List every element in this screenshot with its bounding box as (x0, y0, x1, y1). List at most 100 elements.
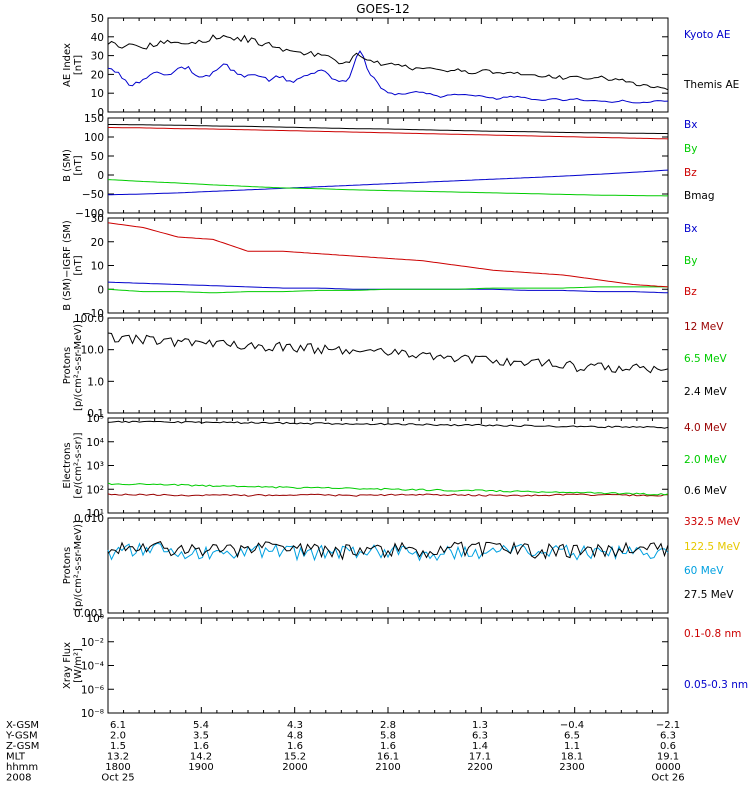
ephemeris-value: Oct 26 (651, 773, 684, 784)
panel-frame (107, 417, 669, 514)
y-tick-label: 1.0 (87, 376, 104, 388)
y-axis-label: B (SM)−IGRF (SM)[nT] (62, 220, 84, 311)
y-tick-label: 40 (91, 32, 104, 44)
series-line (107, 420, 669, 429)
legend-entry: 60 MeV (684, 565, 724, 577)
legend-entry: 2.0 MeV (684, 454, 728, 466)
legend-entry: Kyoto AE (684, 29, 730, 41)
legend-entry: 0.6 MeV (684, 485, 728, 497)
legend-entry: 122.5 MeV (684, 541, 741, 553)
series-line (107, 493, 669, 497)
ephemeris-value: 2.0 (110, 731, 126, 742)
y-tick-label: 10¹ (86, 508, 104, 520)
ephemeris-value: 0.6 (660, 741, 676, 752)
y-axis-label: Xray Flux[W/m²] (62, 642, 84, 689)
y-tick-label: 10⁵ (86, 413, 104, 425)
y-tick-label: 0.001 (74, 608, 104, 620)
legend-entry: Bmag (684, 190, 715, 202)
panel-frame (107, 517, 669, 614)
y-tick-label: 100 (84, 132, 104, 144)
y-tick-label: 0 (97, 284, 104, 296)
panel-frame (107, 217, 669, 314)
y-tick-label: 0.010 (74, 513, 104, 525)
ephemeris-row-label: hhmm (6, 762, 38, 773)
series-line (107, 332, 669, 374)
y-tick-label: 10⁰ (86, 613, 104, 625)
series-line (107, 542, 669, 562)
ephemeris-value: 2000 (282, 762, 307, 773)
ephemeris-value: 13.2 (107, 752, 129, 763)
series-line (107, 286, 668, 294)
y-tick-label: 10⁻² (81, 637, 104, 649)
ephemeris-value: 5.4 (193, 720, 209, 731)
legend-entry: 0.05-0.3 nm (684, 679, 748, 691)
y-axis-label: Electrons[e/(cm²-s-sr)] (62, 432, 84, 498)
ephemeris-value: 0000 (655, 762, 680, 773)
series-line (107, 540, 669, 561)
y-tick-label: −100 (75, 208, 104, 220)
series-line (107, 222, 669, 288)
ephemeris-value: 14.2 (190, 752, 212, 763)
ephemeris-value: 2.8 (380, 720, 396, 731)
ephemeris-value: 1.4 (472, 741, 488, 752)
y-tick-label: 10⁻⁶ (81, 684, 104, 696)
series-line (107, 50, 669, 104)
y-tick-label: −10 (82, 308, 104, 320)
ephemeris-value: 1900 (188, 762, 213, 773)
ephemeris-row-label: Z-GSM (6, 741, 39, 752)
y-tick-label: 10² (86, 484, 104, 496)
ephemeris-value: −0.4 (560, 720, 584, 731)
legend-entry: 12 MeV (684, 321, 724, 333)
y-tick-label: 50 (91, 13, 104, 25)
y-tick-label: 0.1 (87, 408, 104, 420)
ephemeris-value: 1.1 (564, 741, 580, 752)
series-line (108, 127, 669, 140)
legend-entry: Themis AE (683, 79, 739, 91)
legend-entry: Bz (684, 286, 697, 298)
y-tick-label: 10.0 (81, 345, 104, 357)
ephemeris-value: 6.3 (660, 731, 676, 742)
y-axis-label: Protons[p/(cm²-s-sr-MeV)] (62, 520, 84, 611)
legend-entry: Bz (684, 167, 697, 179)
y-tick-label: 50 (91, 151, 104, 163)
ephemeris-value: 1.3 (472, 720, 488, 731)
series-line (107, 179, 668, 197)
ephemeris-value: 1800 (105, 762, 130, 773)
ephemeris-value: 2200 (467, 762, 492, 773)
ephemeris-value: 16.1 (377, 752, 399, 763)
legend-entry: 2.4 MeV (684, 386, 728, 398)
ephemeris-row-label: X-GSM (6, 720, 39, 731)
y-tick-label: 10 (91, 88, 104, 100)
ephemeris-row-label: Y-GSM (5, 731, 38, 742)
panel-frame (107, 617, 669, 714)
plot-title: GOES-12 (356, 2, 410, 16)
panel-frame (107, 17, 669, 113)
ephemeris-value: 1.6 (380, 741, 396, 752)
y-tick-label: 0 (97, 170, 104, 182)
y-tick-label: 30 (91, 213, 104, 225)
series-line (107, 169, 669, 196)
legend-entry: Bx (684, 223, 697, 235)
ephemeris-value: 1.5 (110, 741, 126, 752)
panel-frame (107, 317, 669, 414)
ephemeris-value: 2300 (559, 762, 584, 773)
ephemeris-value: 4.3 (287, 720, 303, 731)
ephemeris-value: 4.8 (287, 731, 303, 742)
ephemeris-value: 18.1 (561, 752, 583, 763)
y-axis-label: AE Index[nT] (62, 43, 84, 87)
y-tick-label: 150 (84, 113, 104, 125)
y-tick-label: 0 (97, 107, 104, 119)
ephemeris-value: Oct 25 (101, 773, 134, 784)
ephemeris-value: 5.8 (380, 731, 396, 742)
y-tick-label: −50 (82, 189, 104, 201)
legend-entry: By (684, 255, 697, 267)
legend-entry: 0.1-0.8 nm (684, 628, 741, 640)
y-tick-label: 10⁴ (86, 437, 104, 449)
y-axis-label: B (SM)[nT] (62, 149, 84, 182)
ephemeris-value: 15.2 (284, 752, 306, 763)
y-tick-label: 10⁻⁴ (81, 661, 104, 673)
legend-entry: Bx (684, 119, 697, 131)
ephemeris-value: 6.5 (564, 731, 580, 742)
ephemeris-value: 1.6 (287, 741, 303, 752)
